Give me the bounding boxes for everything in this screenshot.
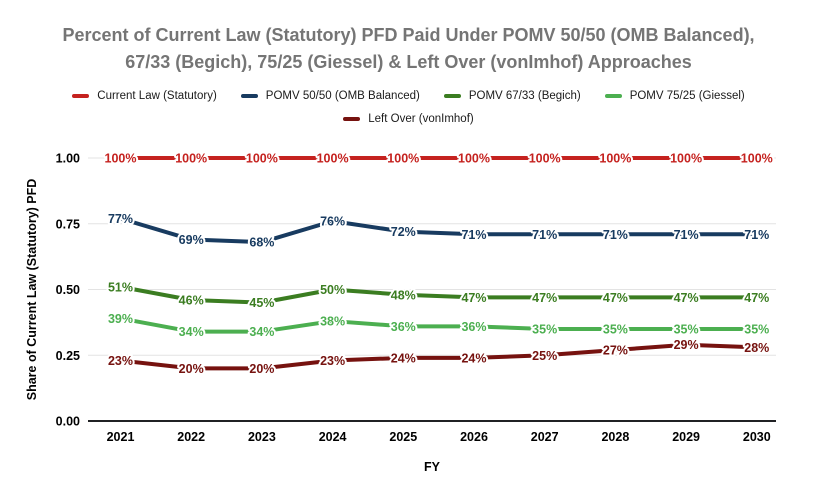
data-label-left-over-vonimhof: 25%: [532, 349, 557, 363]
data-label-pomv-67-33-begich: 47%: [674, 291, 699, 305]
legend-swatch-icon: [240, 94, 258, 98]
y-axis-title: Share of Current Law (Statutory) PFD: [25, 179, 39, 401]
data-label-left-over-vonimhof: 28%: [744, 341, 769, 355]
data-label-pomv-75-25-giessel: 39%: [108, 312, 133, 326]
y-tick-label: 1.00: [56, 152, 80, 166]
legend-label: POMV 67/33 (Begich): [468, 90, 581, 102]
data-label-current-law-statutory: 100%: [246, 152, 278, 166]
legend-label: POMV 75/25 (Giessel): [629, 90, 745, 102]
legend-swatch-icon: [604, 94, 622, 98]
legend-item-pomv-67-33-begich: POMV 67/33 (Begich): [443, 90, 581, 102]
x-tick-label: 2021: [107, 430, 135, 444]
data-label-left-over-vonimhof: 20%: [179, 362, 204, 376]
x-axis-title: FY: [424, 460, 441, 474]
data-label-pomv-50-50-omb-balanced: 71%: [603, 228, 628, 242]
data-label-pomv-75-25-giessel: 35%: [603, 322, 628, 336]
x-tick-label: 2023: [248, 430, 276, 444]
data-label-left-over-vonimhof: 24%: [461, 351, 486, 365]
data-label-pomv-67-33-begich: 47%: [461, 291, 486, 305]
y-tick-label: 0.75: [56, 217, 80, 231]
data-label-pomv-75-25-giessel: 35%: [674, 322, 699, 336]
legend-label: POMV 50/50 (OMB Balanced): [265, 90, 420, 102]
data-label-left-over-vonimhof: 24%: [391, 351, 416, 365]
data-label-pomv-75-25-giessel: 36%: [391, 320, 416, 334]
legend-row-1: Current Law (Statutory) POMV 50/50 (OMB B…: [0, 90, 817, 102]
data-label-pomv-75-25-giessel: 35%: [532, 322, 557, 336]
data-label-left-over-vonimhof: 27%: [603, 343, 628, 357]
data-label-pomv-67-33-begich: 50%: [320, 283, 345, 297]
x-tick-label: 2024: [319, 430, 347, 444]
data-label-pomv-67-33-begich: 46%: [179, 294, 204, 308]
y-tick-label: 0.00: [56, 415, 80, 429]
data-label-current-law-statutory: 100%: [175, 152, 207, 166]
data-label-pomv-67-33-begich: 48%: [391, 288, 416, 302]
data-label-left-over-vonimhof: 20%: [249, 362, 274, 376]
data-label-left-over-vonimhof: 29%: [674, 338, 699, 352]
x-tick-label: 2029: [672, 430, 700, 444]
data-label-current-law-statutory: 100%: [741, 152, 773, 166]
data-label-pomv-75-25-giessel: 35%: [744, 322, 769, 336]
x-tick-label: 2026: [460, 430, 488, 444]
data-label-pomv-75-25-giessel: 34%: [249, 325, 274, 339]
legend-label: Current Law (Statutory): [97, 90, 217, 102]
x-tick-label: 2022: [177, 430, 205, 444]
data-label-pomv-50-50-omb-balanced: 72%: [391, 225, 416, 239]
y-tick-label: 0.50: [56, 283, 80, 297]
series-line-left-over-vonimhof: [118, 342, 759, 371]
chart-title-text: Percent of Current Law (Statutory) PFD P…: [62, 25, 755, 72]
data-label-pomv-75-25-giessel: 36%: [461, 320, 486, 334]
series-line-pomv-50-50-omb-balanced: [118, 216, 759, 245]
data-label-pomv-67-33-begich: 47%: [744, 291, 769, 305]
legend-item-pomv-75-25-giessel: POMV 75/25 (Giessel): [604, 90, 745, 102]
legend-item-current-law-statutory: Current Law (Statutory): [72, 90, 217, 102]
data-label-pomv-75-25-giessel: 34%: [179, 325, 204, 339]
x-tick-label: 2028: [601, 430, 629, 444]
data-label-pomv-50-50-omb-balanced: 71%: [532, 228, 557, 242]
chart-title: Percent of Current Law (Statutory) PFD P…: [0, 22, 817, 76]
data-label-current-law-statutory: 100%: [387, 152, 419, 166]
legend-swatch-icon: [72, 94, 90, 98]
legend-item-pomv-50-50-omb-balanced: POMV 50/50 (OMB Balanced): [240, 90, 420, 102]
data-label-current-law-statutory: 100%: [670, 152, 702, 166]
data-label-current-law-statutory: 100%: [529, 152, 561, 166]
data-label-pomv-50-50-omb-balanced: 76%: [320, 215, 345, 229]
x-tick-label: 2030: [743, 430, 771, 444]
data-label-pomv-50-50-omb-balanced: 77%: [108, 212, 133, 226]
legend-swatch-icon: [343, 117, 361, 121]
data-label-pomv-67-33-begich: 45%: [249, 296, 274, 310]
series-line-pomv-75-25-giessel: [118, 316, 759, 334]
x-tick-label: 2027: [531, 430, 559, 444]
legend-swatch-icon: [443, 94, 461, 98]
legend-item-left-over-vonimhof: Left Over (vonImhof): [343, 113, 474, 125]
data-label-pomv-50-50-omb-balanced: 71%: [461, 228, 486, 242]
data-label-pomv-67-33-begich: 51%: [108, 280, 133, 294]
data-label-pomv-50-50-omb-balanced: 71%: [674, 228, 699, 242]
data-label-pomv-50-50-omb-balanced: 71%: [744, 228, 769, 242]
legend-row-2: Left Over (vonImhof): [0, 113, 817, 125]
data-label-pomv-50-50-omb-balanced: 69%: [179, 233, 204, 247]
data-label-pomv-67-33-begich: 47%: [603, 291, 628, 305]
data-label-current-law-statutory: 100%: [458, 152, 490, 166]
data-label-current-law-statutory: 100%: [105, 152, 137, 166]
data-label-pomv-75-25-giessel: 38%: [320, 315, 345, 329]
legend-label: Left Over (vonImhof): [368, 113, 474, 125]
y-tick-label: 0.25: [56, 349, 80, 363]
data-label-current-law-statutory: 100%: [317, 152, 349, 166]
series-line-pomv-67-33-begich: [118, 284, 759, 305]
data-label-pomv-50-50-omb-balanced: 68%: [249, 236, 274, 250]
data-label-left-over-vonimhof: 23%: [108, 354, 133, 368]
x-tick-label: 2025: [389, 430, 417, 444]
data-label-left-over-vonimhof: 23%: [320, 354, 345, 368]
data-label-pomv-67-33-begich: 47%: [532, 291, 557, 305]
data-label-current-law-statutory: 100%: [599, 152, 631, 166]
